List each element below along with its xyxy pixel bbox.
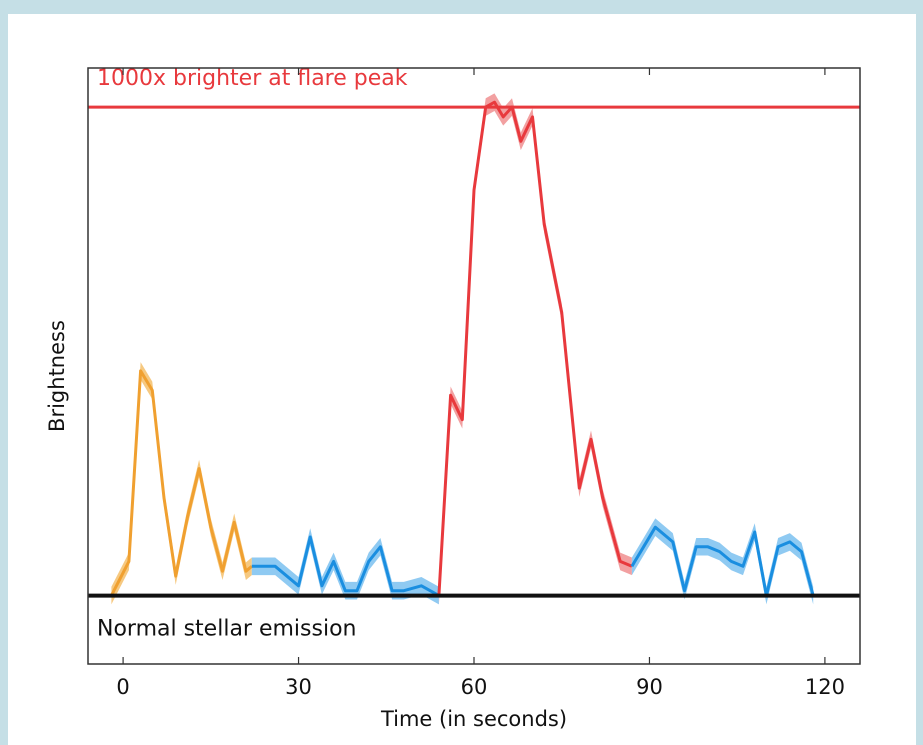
y-axis-label: Brightness (45, 320, 69, 432)
chart-svg: 1000x brighter at flare peak Normal stell… (45, 66, 861, 731)
series-4-error-band (631, 518, 814, 605)
x-tick-label: 30 (285, 675, 312, 699)
series-2-error-band (251, 528, 439, 605)
error-bands (111, 93, 814, 605)
series-lines (110, 100, 815, 598)
axes: 0 30 60 90 120 (87, 67, 861, 699)
series-2-line (251, 535, 440, 597)
reference-label-flare-peak: 1000x brighter at flare peak (97, 66, 408, 91)
plot-frame (87, 67, 861, 665)
series-1-line (110, 369, 253, 597)
x-tick-label: 0 (116, 675, 129, 699)
chart-card: 1000x brighter at flare peak Normal stell… (8, 14, 916, 745)
x-tick-label: 120 (805, 675, 845, 699)
x-tick-label: 60 (461, 675, 488, 699)
x-tick-label: 90 (636, 675, 663, 699)
series-4-line (630, 525, 815, 598)
series-3-line (437, 100, 633, 596)
reference-label-normal-emission: Normal stellar emission (97, 617, 356, 642)
x-axis-label: Time (in seconds) (380, 707, 567, 731)
series-3-error-band (438, 93, 632, 605)
reference-lines: 1000x brighter at flare peak Normal stell… (88, 66, 860, 642)
